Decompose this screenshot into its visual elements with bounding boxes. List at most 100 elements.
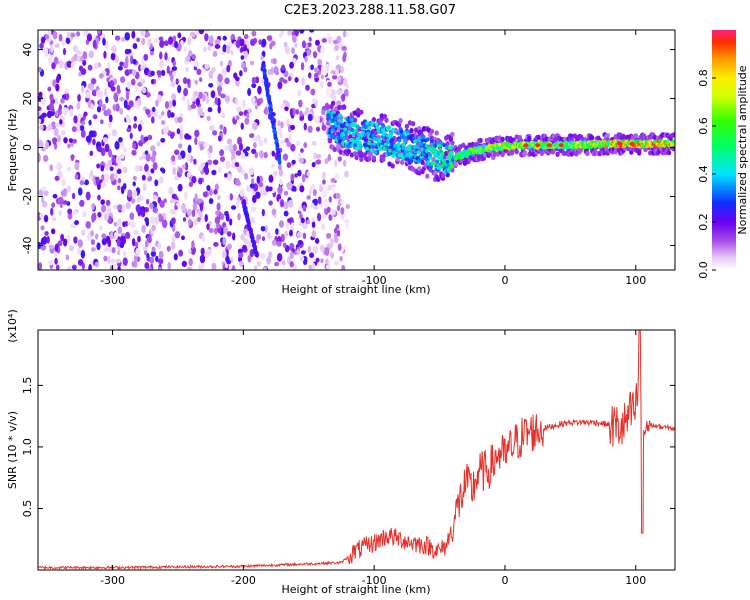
spectrogram-cell bbox=[325, 264, 331, 270]
spectrogram-cell bbox=[282, 242, 287, 248]
spectrogram-cell bbox=[334, 232, 338, 240]
spectrogram-cell bbox=[38, 153, 41, 163]
spectrogram-cell bbox=[248, 167, 255, 176]
spectrogram-cell bbox=[356, 112, 361, 118]
spectrogram-cell bbox=[401, 146, 406, 151]
spectrogram-cell bbox=[260, 225, 266, 232]
spectrogram-cell bbox=[450, 131, 455, 137]
spectrogram-cell bbox=[77, 239, 83, 248]
spectrogram-cell bbox=[163, 198, 167, 204]
spectrogram-cell bbox=[117, 204, 123, 211]
spectrogram-cell bbox=[69, 108, 74, 117]
spectrogram-cell bbox=[269, 43, 273, 50]
spectrogram-cell bbox=[341, 93, 346, 102]
spectrogram-cell bbox=[49, 164, 53, 172]
spectrogram-cell bbox=[51, 137, 58, 144]
spectrogram-cell bbox=[401, 142, 406, 147]
spectrogram-cell bbox=[107, 132, 111, 138]
spectrogram-cell bbox=[303, 142, 308, 149]
spectrogram-cell bbox=[77, 259, 84, 266]
spectrogram-cell bbox=[76, 49, 82, 56]
spectrogram-cell bbox=[335, 121, 340, 126]
colorbar-tick-label: 0.0 bbox=[697, 261, 710, 279]
spectrogram-cell bbox=[66, 60, 72, 68]
spectrogram-cell bbox=[183, 46, 187, 52]
spectrogram-cell bbox=[311, 230, 316, 238]
spectrogram-cell bbox=[171, 154, 176, 162]
spectrogram-cell bbox=[128, 69, 134, 74]
spectrogram-cell bbox=[204, 33, 209, 42]
spectrogram-cell bbox=[240, 122, 244, 130]
spectrogram-cell bbox=[132, 189, 138, 198]
spectrogram-cell bbox=[263, 191, 268, 196]
spectrogram-cell bbox=[333, 227, 338, 234]
spectrogram-cell bbox=[207, 107, 213, 113]
spectrogram-cell bbox=[39, 212, 44, 219]
spectrogram-cell bbox=[111, 247, 116, 254]
spectrogram-cell bbox=[104, 163, 110, 171]
spectrogram-cell bbox=[40, 146, 46, 152]
spectrogram-cell bbox=[256, 175, 261, 184]
chart-title: C2E3.2023.288.11.58.G07 bbox=[284, 3, 456, 18]
spectrogram-cell bbox=[391, 127, 396, 132]
spectrogram-cell bbox=[388, 148, 393, 153]
spectrogram-cell bbox=[442, 143, 447, 148]
spectrogram-cell bbox=[416, 145, 421, 150]
spectrogram-cell bbox=[170, 132, 175, 139]
spectrogram-cell bbox=[296, 140, 301, 147]
spectrogram-cell bbox=[260, 253, 266, 260]
spectrogram-cell bbox=[256, 234, 262, 241]
spectrogram-cell bbox=[318, 185, 324, 193]
spectrogram-cell bbox=[62, 47, 67, 56]
spectrogram-cell bbox=[299, 255, 305, 262]
spectrogram-cell bbox=[71, 192, 76, 200]
spectrogram-cell bbox=[226, 64, 231, 73]
spectrogram-cell bbox=[121, 204, 126, 213]
spectrogram-cell bbox=[158, 36, 164, 42]
spectrogram-cell bbox=[125, 92, 130, 100]
spectrogram-cell bbox=[217, 73, 223, 83]
spectrogram-cell bbox=[429, 128, 435, 134]
spectrogram-cell bbox=[168, 186, 174, 196]
spectrogram-cell bbox=[331, 74, 338, 80]
spectrogram-cell bbox=[186, 98, 191, 106]
spectrogram-cell bbox=[453, 161, 458, 167]
spectrogram-cell bbox=[187, 135, 192, 140]
spectrogram-cell bbox=[324, 247, 330, 256]
spectrogram-cell bbox=[386, 133, 391, 138]
spectrogram-cell bbox=[202, 191, 208, 198]
spectrogram-cell bbox=[206, 184, 211, 191]
y-tick-label: 40 bbox=[21, 43, 34, 57]
spectrogram-cell bbox=[82, 210, 87, 218]
spectrogram-cell bbox=[286, 181, 293, 191]
spectrogram-cell bbox=[342, 160, 347, 167]
spectrogram-marks bbox=[38, 30, 675, 270]
spectrogram-cell bbox=[155, 255, 159, 263]
spectrogram-cell bbox=[123, 147, 128, 153]
spectrogram-cell bbox=[437, 143, 442, 148]
spectrogram-cell bbox=[131, 149, 137, 156]
spectrogram-cell bbox=[80, 85, 85, 93]
y-tick-label: 1.5 bbox=[21, 377, 34, 395]
spectrogram-cell bbox=[170, 73, 174, 82]
spectrogram-cell bbox=[150, 155, 156, 163]
spectrogram-cell bbox=[103, 212, 109, 221]
spectrogram-cell bbox=[298, 157, 304, 164]
spectrogram-cell bbox=[280, 121, 284, 129]
spectrogram-cell bbox=[332, 95, 337, 101]
spectrogram-cell bbox=[112, 263, 117, 270]
spectrogram-cell bbox=[193, 158, 197, 165]
spectrogram-cell bbox=[160, 137, 166, 143]
spectrogram-cell bbox=[174, 175, 179, 181]
spectrogram-cell bbox=[241, 244, 248, 252]
spectrogram-cell bbox=[478, 137, 483, 144]
spectrogram-cell bbox=[114, 55, 120, 64]
spectrogram-cell bbox=[244, 117, 250, 125]
spectrogram-cell bbox=[210, 125, 215, 131]
spectrogram-cell bbox=[137, 235, 141, 243]
spectrogram-cell bbox=[234, 97, 239, 106]
spectrogram-cell bbox=[291, 47, 295, 55]
spectrogram-cell bbox=[54, 122, 61, 128]
spectrogram-cell bbox=[169, 198, 175, 204]
spectrogram-cell bbox=[214, 97, 219, 105]
